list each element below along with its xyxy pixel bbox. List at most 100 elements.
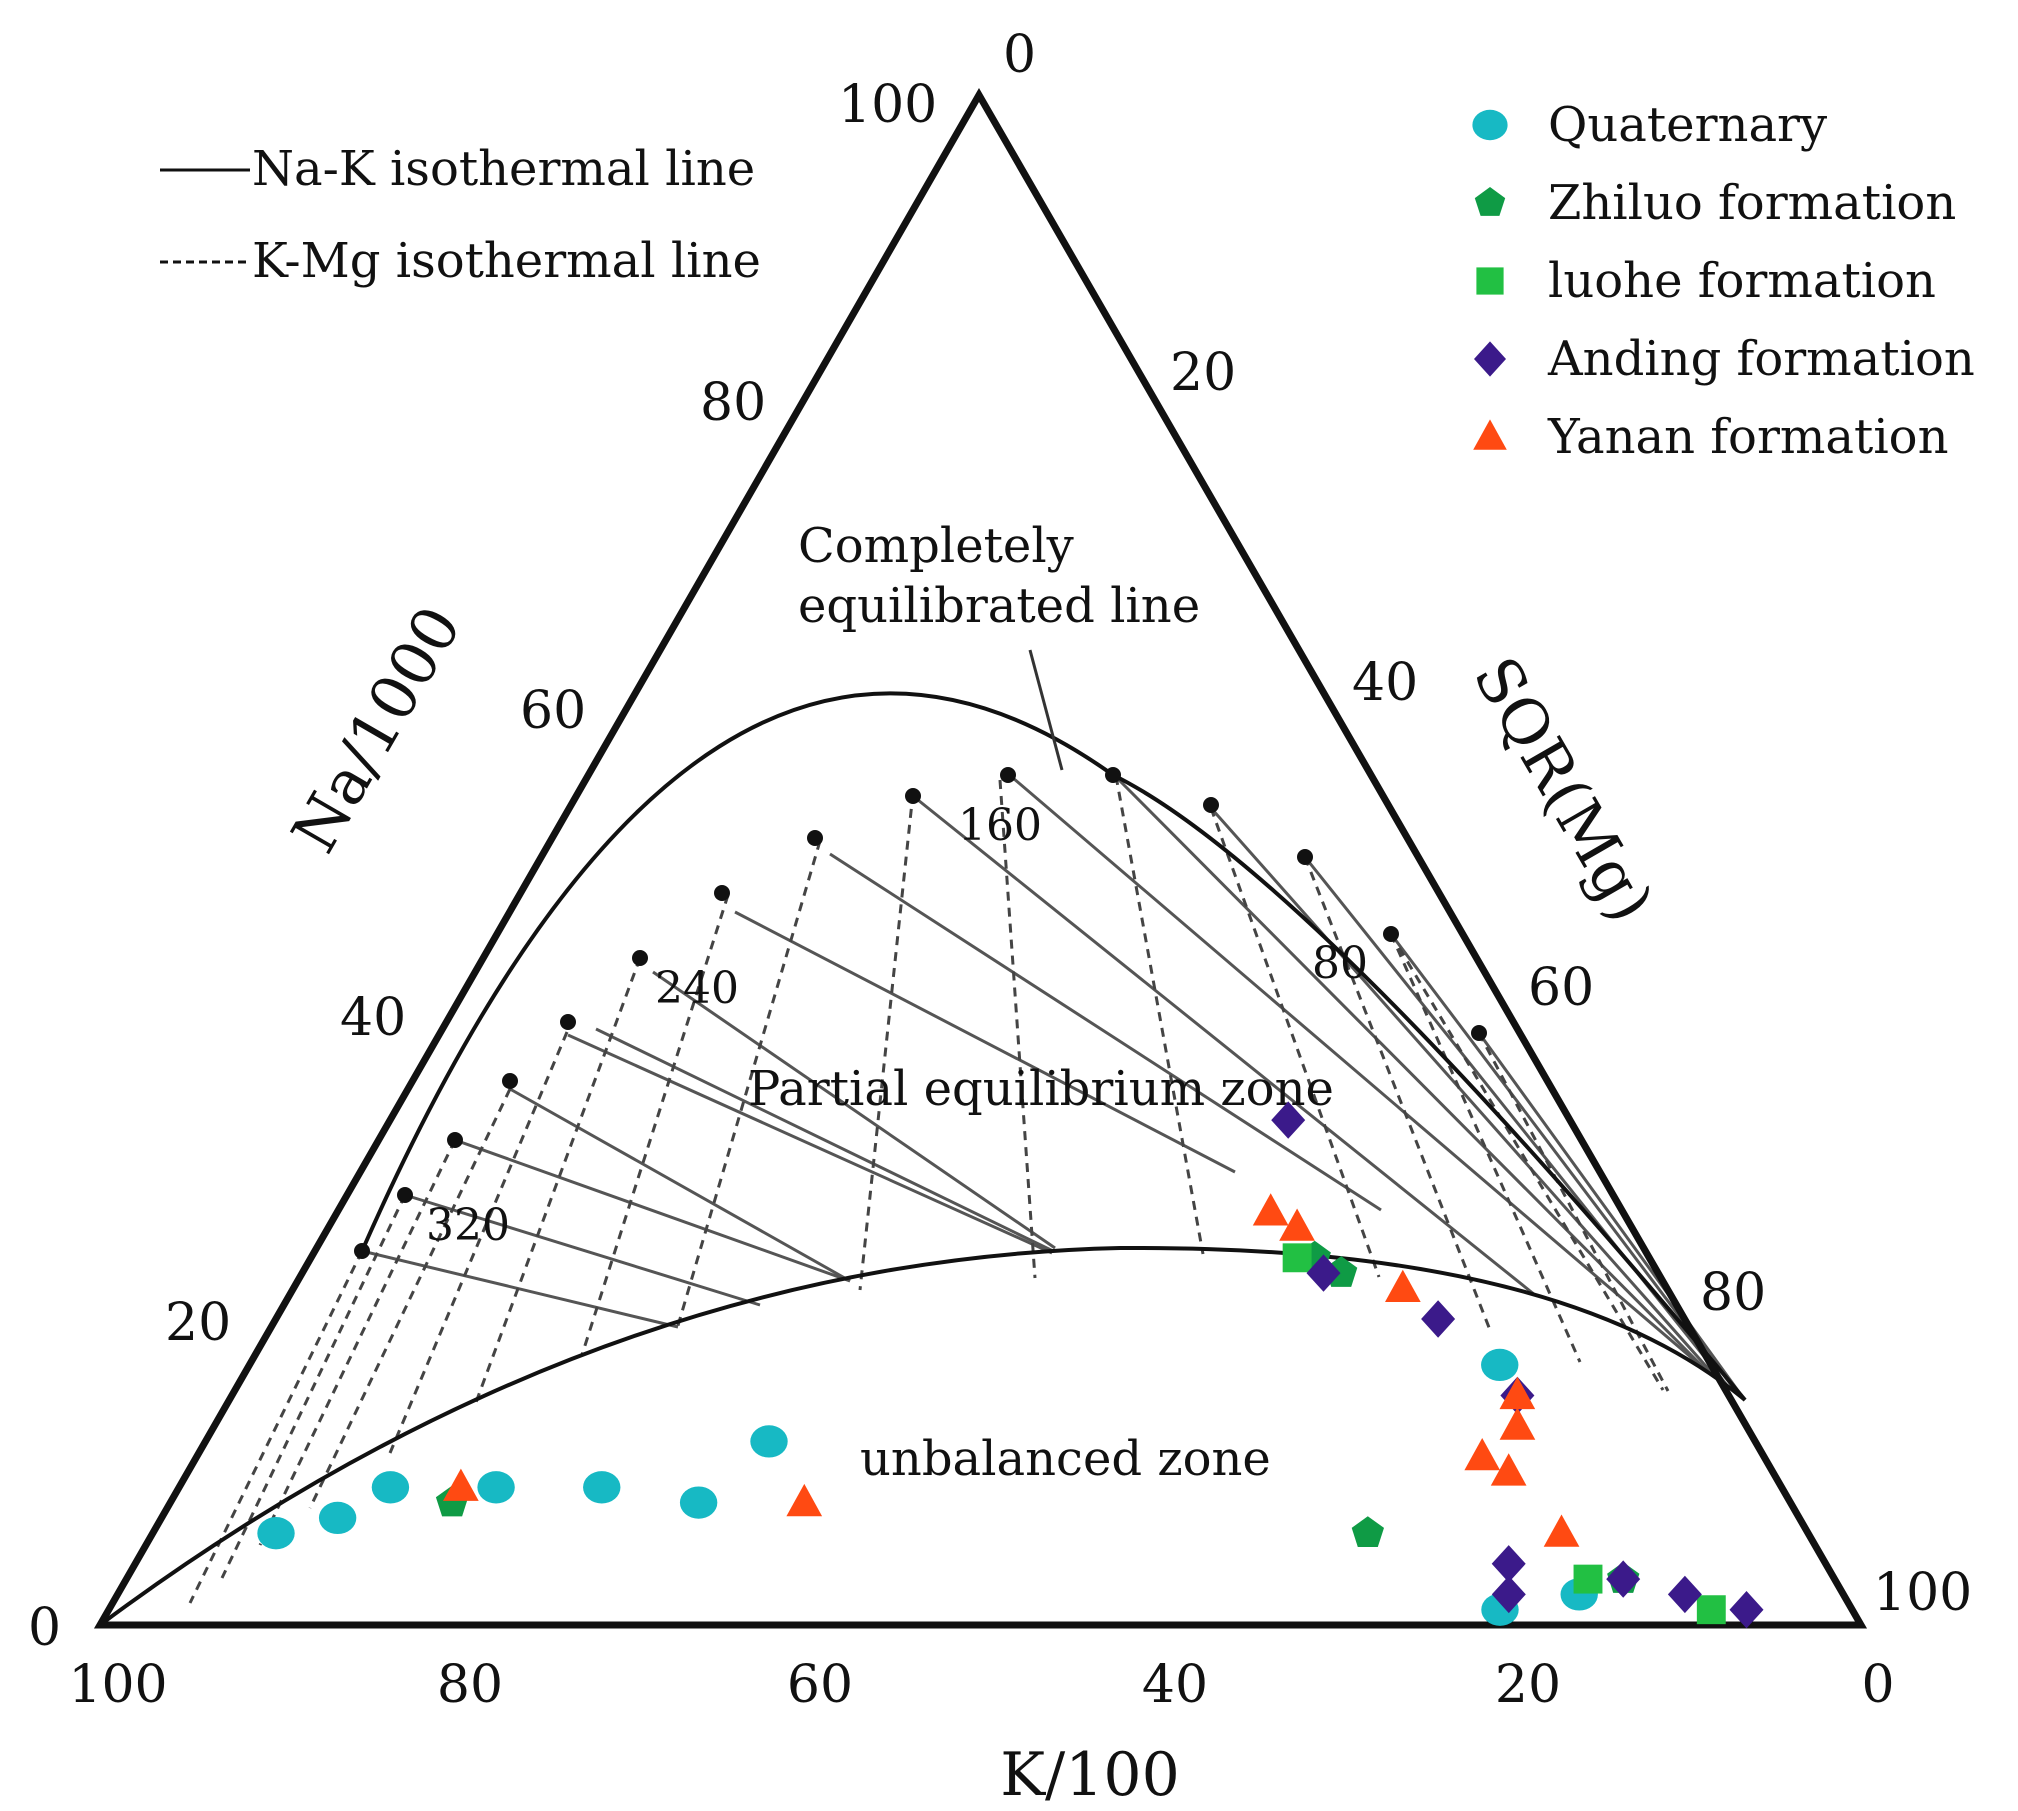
bottom-tick: 60: [787, 1655, 853, 1715]
bottom-axis-title: K/100: [1000, 1740, 1180, 1810]
point-yanan-formation: [443, 1468, 479, 1501]
right-tick: 40: [1352, 653, 1418, 713]
legend-label: Zhiluo formation: [1548, 175, 1956, 231]
legend-marker: [1474, 341, 1506, 377]
data-points: [257, 1101, 1764, 1629]
na-k-isotherm: [1303, 856, 1732, 1390]
partial-zone-label: Partial equilibrium zone: [748, 1061, 1334, 1117]
na-k-isotherm: [509, 1087, 851, 1283]
point-quaternary: [257, 1517, 295, 1550]
isotherm-dot: [1000, 767, 1016, 783]
isotherm-dot: [447, 1132, 463, 1148]
point-luohe-formation: [1282, 1243, 1312, 1273]
k-mg-isotherm: [1114, 775, 1205, 1255]
point-anding-formation: [1667, 1575, 1702, 1614]
bottom-tick: 80: [437, 1655, 503, 1715]
left-axis-ticks: 0 20 40 60 80 100: [28, 75, 937, 1658]
complete-line-label-1: Completely: [798, 518, 1074, 574]
isotherm-label-240: 240: [655, 963, 739, 1014]
bottom-tick: 40: [1142, 1655, 1208, 1715]
series-legend: Quaternary Zhiluo formation luohe formatio…: [1472, 97, 1975, 465]
k-mg-isotherm: [1389, 933, 1582, 1363]
right-axis-title: SQR(Mg): [1459, 645, 1668, 934]
line-style-legend: Na-K isothermal line K-Mg isothermal lin…: [160, 141, 761, 289]
point-quaternary: [750, 1425, 788, 1458]
point-quaternary: [679, 1486, 718, 1519]
isotherm-dot: [632, 950, 648, 966]
na-k-isotherm: [917, 798, 1536, 1297]
point-yanan-formation: [1499, 1407, 1536, 1440]
right-tick: 100: [1873, 1563, 1972, 1623]
isotherm-dot: [1105, 767, 1121, 783]
point-anding-formation: [1606, 1560, 1641, 1598]
legend-label: luohe formation: [1548, 253, 1936, 309]
na-k-isotherm: [1012, 776, 1701, 1367]
legend-marker: [1474, 187, 1506, 216]
right-tick: 20: [1170, 343, 1236, 403]
bottom-tick: 20: [1495, 1655, 1561, 1715]
k-mg-isotherm: [388, 1031, 569, 1454]
completely-equilibrated-curve: [360, 691, 1747, 1402]
k-mg-isotherm: [308, 1088, 512, 1509]
right-tick: 60: [1528, 958, 1594, 1018]
k-mg-isotherm: [998, 779, 1037, 1279]
legend-marker: [1472, 109, 1508, 141]
point-quaternary: [371, 1471, 410, 1504]
partial-equilibrium-boundary: [98, 1245, 1747, 1627]
legend-label: Yanan formation: [1547, 409, 1948, 465]
left-tick: 80: [700, 373, 766, 433]
k-mg-isotherm: [580, 894, 730, 1356]
point-yanan-formation: [1279, 1208, 1315, 1241]
isotherm-dot: [502, 1073, 518, 1089]
solid-line-label: Na-K isothermal line: [252, 141, 755, 197]
legend-label: Anding formation: [1547, 331, 1975, 387]
point-quaternary: [318, 1501, 357, 1535]
left-axis-title: Na/1000: [277, 594, 475, 864]
point-luohe-formation: [1696, 1595, 1726, 1625]
left-tick: 60: [520, 681, 586, 741]
isotherm-label-320: 320: [426, 1200, 510, 1251]
unbalanced-zone-label: unbalanced zone: [860, 1431, 1271, 1487]
k-mg-isotherm: [675, 840, 822, 1330]
k-mg-isotherm: [473, 957, 642, 1406]
ternary-frame: [93, 87, 1868, 1629]
isotherm-dot: [354, 1243, 370, 1259]
point-yanan-formation: [1385, 1269, 1421, 1302]
k-mg-isotherm: [1389, 933, 1665, 1391]
point-anding-formation: [1306, 1254, 1341, 1292]
bottom-axis-ticks: 100 80 60 40 20 0: [68, 1655, 1894, 1715]
na-k-isotherm: [404, 1193, 761, 1307]
k-mg-isotherm: [220, 1194, 407, 1579]
point-yanan-formation: [786, 1483, 823, 1517]
k-mg-isotherms: [188, 775, 1670, 1604]
isotherm-dots: [354, 767, 1487, 1259]
na-k-isotherm: [652, 970, 1056, 1250]
k-mg-isotherm: [258, 1139, 457, 1546]
isotherm-dot: [1471, 1025, 1487, 1041]
point-yanan-formation: [1252, 1193, 1289, 1226]
na-k-isotherm: [454, 1138, 851, 1283]
bottom-tick: 100: [68, 1655, 167, 1715]
right-axis-ticks: 0 20 40 60 80 100: [1003, 25, 1972, 1623]
isotherm-dot: [807, 830, 823, 846]
k-mg-isotherm: [1303, 856, 1492, 1331]
isotherm-dot: [1383, 926, 1399, 942]
point-yanan-formation: [1464, 1438, 1501, 1471]
k-mg-isotherm: [858, 792, 915, 1291]
left-tick: 20: [165, 1293, 231, 1353]
complete-line-label-2: equilibrated line: [798, 578, 1200, 634]
dashed-line-label: K-Mg isothermal line: [252, 233, 761, 289]
point-anding-formation: [1421, 1300, 1456, 1338]
point-quaternary: [1481, 1348, 1519, 1382]
isotherm-dot: [560, 1014, 576, 1030]
isotherm-label-80: 80: [1312, 938, 1368, 989]
bottom-tick: 0: [1861, 1655, 1894, 1715]
point-anding-formation: [1491, 1575, 1526, 1614]
isotherm-label-160: 160: [958, 800, 1042, 851]
point-yanan-formation: [1490, 1453, 1527, 1486]
point-zhiluo-formation: [1351, 1516, 1384, 1547]
point-yanan-formation: [1543, 1514, 1580, 1547]
na-k-isotherm: [734, 910, 1236, 1174]
left-tick: 40: [340, 988, 406, 1048]
